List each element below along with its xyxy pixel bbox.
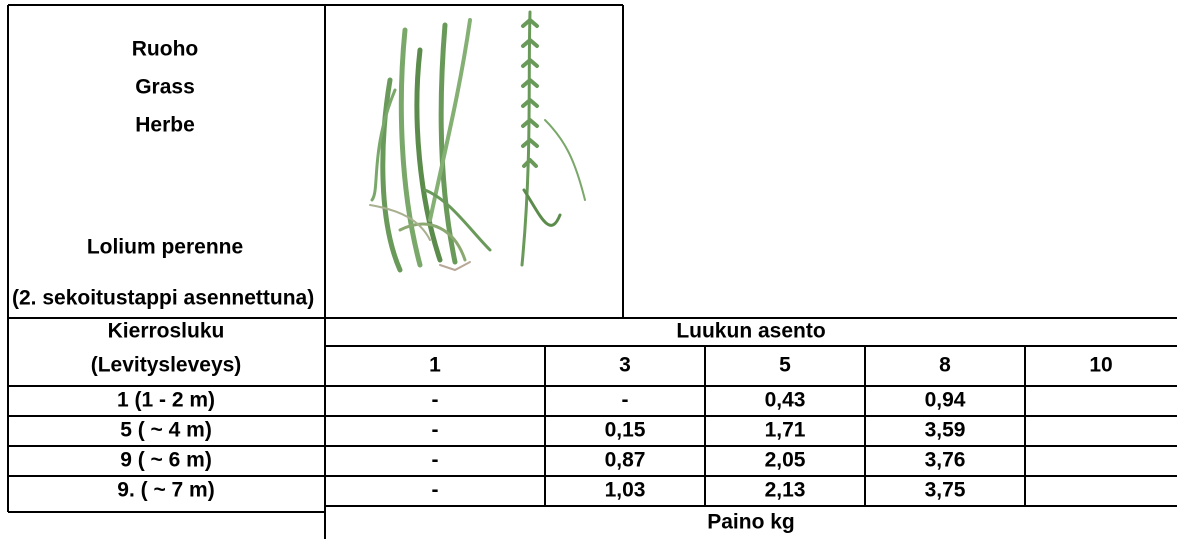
footer: Paino kg — [707, 511, 795, 534]
latin-name: Lolium perenne — [87, 236, 243, 259]
column-header: 10 — [1089, 354, 1112, 377]
cell: - — [432, 479, 439, 502]
row-label: 9 ( ~ 6 m) — [120, 449, 212, 472]
title-line: Ruoho — [132, 38, 198, 61]
column-header: 8 — [939, 354, 951, 377]
column-header: 5 — [779, 354, 791, 377]
cell: 3,75 — [925, 479, 966, 502]
cell: 2,13 — [765, 479, 806, 502]
title-line: Grass — [135, 76, 195, 99]
cell: 0,15 — [605, 419, 646, 442]
cell: 1,03 — [605, 479, 646, 502]
cell: 0,43 — [765, 389, 806, 412]
row-header: Kierrosluku — [108, 320, 225, 343]
column-header: 3 — [619, 354, 631, 377]
column-group: Luukun asento — [676, 320, 825, 343]
cell: 0,94 — [925, 389, 966, 412]
cell: - — [432, 449, 439, 472]
grass-illustration — [369, 10, 586, 273]
note: (2. sekoitustappi asennettuna) — [12, 287, 314, 310]
cell: 3,76 — [925, 449, 966, 472]
row-label: 5 ( ~ 4 m) — [120, 419, 212, 442]
cell: - — [432, 419, 439, 442]
cell: 0,87 — [605, 449, 646, 472]
cell: - — [622, 389, 629, 412]
cell: - — [432, 389, 439, 412]
cell: 1,71 — [765, 419, 806, 442]
cell: 3,59 — [925, 419, 966, 442]
row-label: 1 (1 - 2 m) — [117, 389, 215, 412]
column-header: 1 — [429, 354, 441, 377]
row-header: (Levitysleveys) — [91, 354, 242, 377]
cell: 2,05 — [765, 449, 806, 472]
row-label: 9. ( ~ 7 m) — [117, 479, 214, 502]
title-line: Herbe — [135, 114, 195, 137]
